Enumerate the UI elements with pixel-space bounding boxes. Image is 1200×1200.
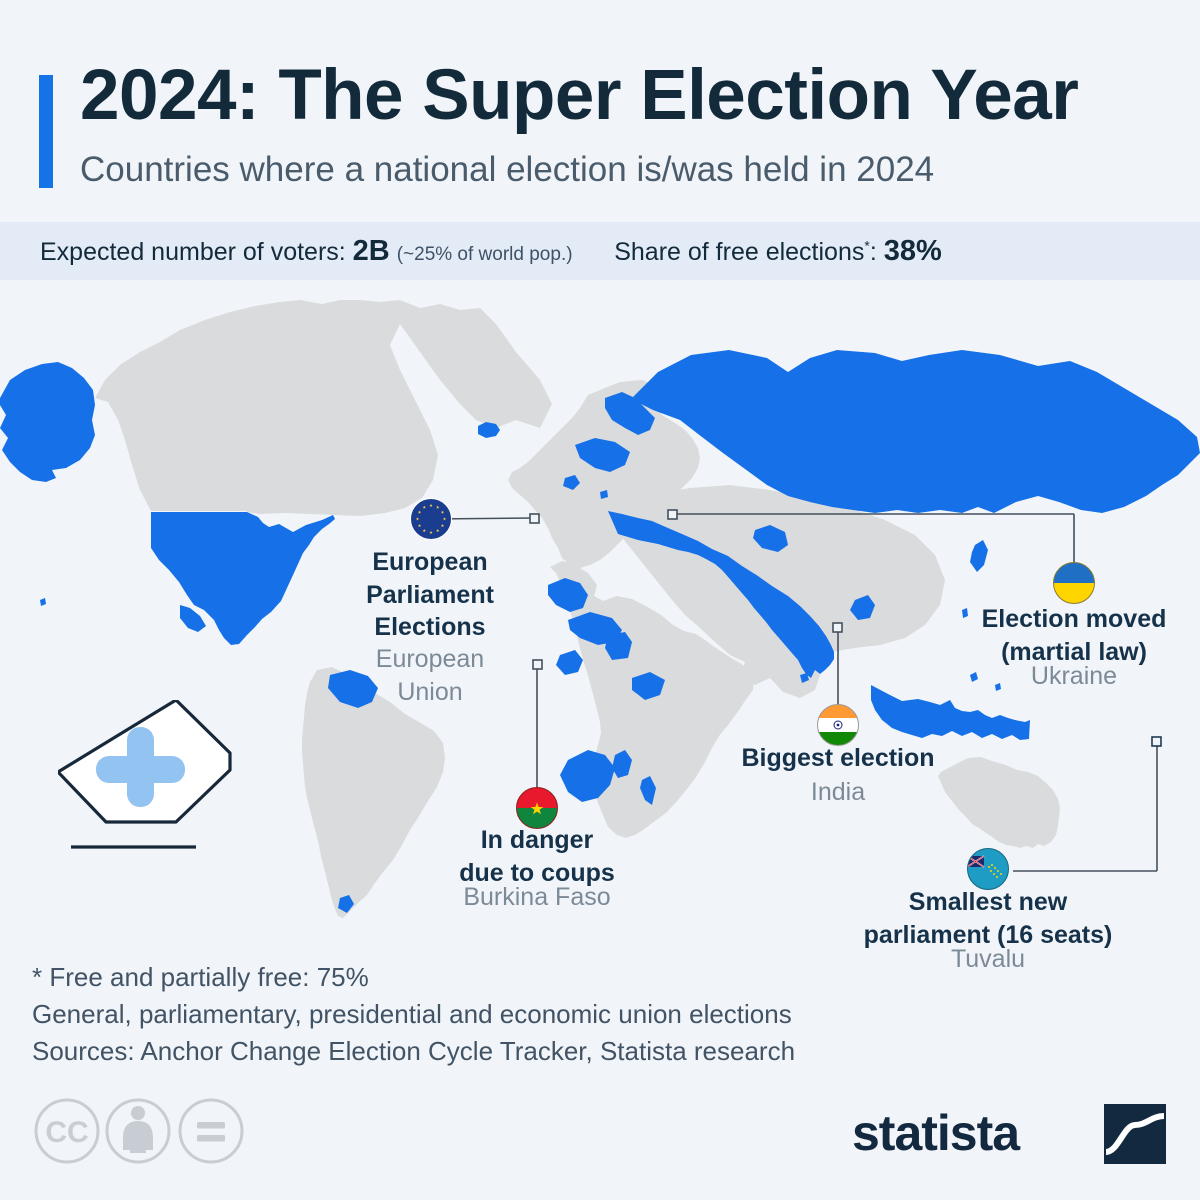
- svg-text:CC: CC: [45, 1116, 88, 1149]
